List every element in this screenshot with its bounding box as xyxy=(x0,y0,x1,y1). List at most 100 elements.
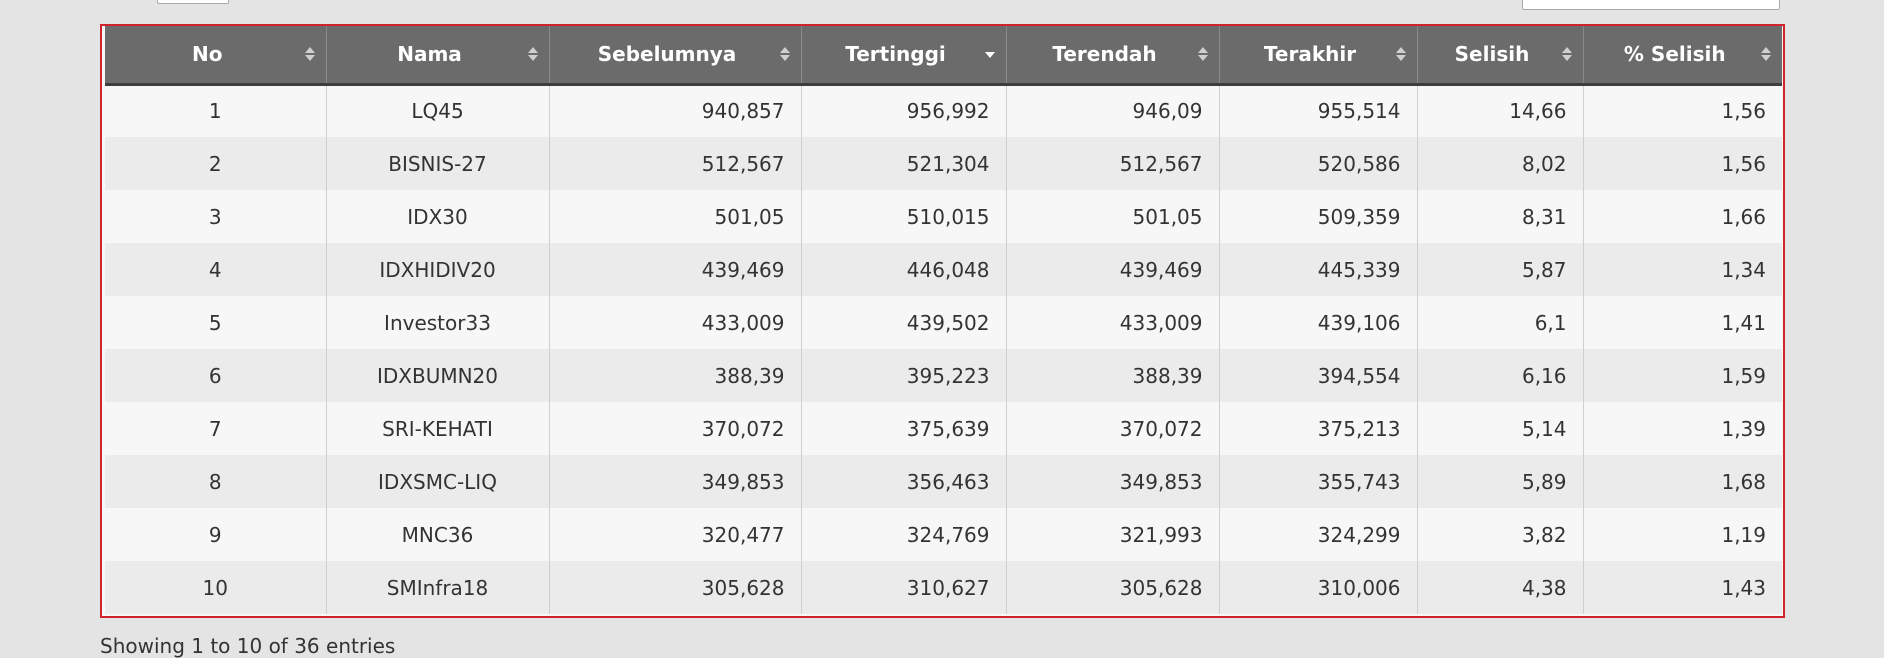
cell-nama: IDXHIDIV20 xyxy=(326,243,550,296)
cell-tertinggi: 310,627 xyxy=(801,561,1007,614)
table-row: 1 LQ45 940,857 956,992 946,09 955,514 14,66 1,5… xyxy=(105,84,1782,137)
cell-nama: LQ45 xyxy=(326,84,550,137)
cell-no: 5 xyxy=(105,296,327,349)
cell-sebelumnya: 349,853 xyxy=(549,455,802,508)
cell-tertinggi: 446,048 xyxy=(801,243,1007,296)
cell-pct-selisih: 1,43 xyxy=(1583,561,1782,614)
cell-tertinggi: 439,502 xyxy=(801,296,1007,349)
cell-tertinggi: 510,015 xyxy=(801,190,1007,243)
cell-terendah: 388,39 xyxy=(1006,349,1220,402)
cell-no: 3 xyxy=(105,190,327,243)
column-header-label: Selisih xyxy=(1454,42,1530,67)
cell-terendah: 349,853 xyxy=(1006,455,1220,508)
column-header-label: Terendah xyxy=(1052,42,1157,67)
column-header-terakhir[interactable]: Terakhir xyxy=(1219,26,1418,86)
cell-pct-selisih: 1,59 xyxy=(1583,349,1782,402)
cell-no: 1 xyxy=(105,84,327,137)
cell-selisih: 8,31 xyxy=(1417,190,1584,243)
cell-sebelumnya: 940,857 xyxy=(549,84,802,137)
cell-terendah: 321,993 xyxy=(1006,508,1220,561)
sort-both-icon xyxy=(1561,45,1573,63)
search-input[interactable] xyxy=(1522,0,1780,10)
cell-tertinggi: 324,769 xyxy=(801,508,1007,561)
cell-terakhir: 355,743 xyxy=(1219,455,1418,508)
column-header-no[interactable]: No xyxy=(105,26,327,86)
entries-length-select[interactable] xyxy=(157,0,229,4)
cell-selisih: 5,87 xyxy=(1417,243,1584,296)
cell-nama: MNC36 xyxy=(326,508,550,561)
cell-sebelumnya: 501,05 xyxy=(549,190,802,243)
cell-terendah: 501,05 xyxy=(1006,190,1220,243)
column-header-tertinggi[interactable]: Tertinggi xyxy=(801,26,1007,86)
cell-nama: Investor33 xyxy=(326,296,550,349)
cell-tertinggi: 521,304 xyxy=(801,137,1007,190)
cell-sebelumnya: 433,009 xyxy=(549,296,802,349)
table-row: 4 IDXHIDIV20 439,469 446,048 439,469 445,339 5… xyxy=(105,243,1782,296)
cell-terakhir: 955,514 xyxy=(1219,84,1418,137)
sort-both-icon xyxy=(1197,45,1209,63)
column-header-terendah[interactable]: Terendah xyxy=(1006,26,1220,86)
cell-no: 9 xyxy=(105,508,327,561)
column-header-selisih[interactable]: Selisih xyxy=(1417,26,1584,86)
cell-nama: IDXBUMN20 xyxy=(326,349,550,402)
cell-terakhir: 520,586 xyxy=(1219,137,1418,190)
cell-terakhir: 375,213 xyxy=(1219,402,1418,455)
cell-nama: SMInfra18 xyxy=(326,561,550,614)
cell-selisih: 4,38 xyxy=(1417,561,1584,614)
sort-desc-icon xyxy=(984,45,996,63)
sort-both-icon xyxy=(1760,45,1772,63)
table-row: 8 IDXSMC-LIQ 349,853 356,463 349,853 355,743 5… xyxy=(105,455,1782,508)
column-header-label: Sebelumnya xyxy=(597,42,737,67)
cell-sebelumnya: 320,477 xyxy=(549,508,802,561)
table-row: 7 SRI-KEHATI 370,072 375,639 370,072 375,213 5… xyxy=(105,402,1782,455)
table-row: 2 BISNIS-27 512,567 521,304 512,567 520,586 8,… xyxy=(105,137,1782,190)
cell-sebelumnya: 439,469 xyxy=(549,243,802,296)
cell-pct-selisih: 1,68 xyxy=(1583,455,1782,508)
column-header-pct-selisih[interactable]: % Selisih xyxy=(1583,26,1782,86)
cell-no: 2 xyxy=(105,137,327,190)
cell-sebelumnya: 305,628 xyxy=(549,561,802,614)
cell-no: 8 xyxy=(105,455,327,508)
cell-nama: BISNIS-27 xyxy=(326,137,550,190)
cell-nama: IDX30 xyxy=(326,190,550,243)
cell-no: 4 xyxy=(105,243,327,296)
table-row: 9 MNC36 320,477 324,769 321,993 324,299 3,82 1,… xyxy=(105,508,1782,561)
cell-pct-selisih: 1,56 xyxy=(1583,137,1782,190)
cell-selisih: 8,02 xyxy=(1417,137,1584,190)
cell-terakhir: 445,339 xyxy=(1219,243,1418,296)
cell-terendah: 512,567 xyxy=(1006,137,1220,190)
column-header-label: Tertinggi xyxy=(845,42,946,67)
sort-both-icon xyxy=(779,45,791,63)
cell-nama: IDXSMC-LIQ xyxy=(326,455,550,508)
cell-no: 7 xyxy=(105,402,327,455)
cell-selisih: 14,66 xyxy=(1417,84,1584,137)
cell-tertinggi: 395,223 xyxy=(801,349,1007,402)
cell-pct-selisih: 1,19 xyxy=(1583,508,1782,561)
cell-nama: SRI-KEHATI xyxy=(326,402,550,455)
cell-tertinggi: 956,992 xyxy=(801,84,1007,137)
cell-selisih: 5,89 xyxy=(1417,455,1584,508)
column-header-label: No xyxy=(192,42,223,67)
cell-pct-selisih: 1,34 xyxy=(1583,243,1782,296)
cell-terakhir: 509,359 xyxy=(1219,190,1418,243)
cell-pct-selisih: 1,39 xyxy=(1583,402,1782,455)
cell-terakhir: 324,299 xyxy=(1219,508,1418,561)
cell-sebelumnya: 370,072 xyxy=(549,402,802,455)
column-header-label: Nama xyxy=(397,42,462,67)
cell-sebelumnya: 388,39 xyxy=(549,349,802,402)
column-header-nama[interactable]: Nama xyxy=(326,26,550,86)
cell-terendah: 433,009 xyxy=(1006,296,1220,349)
cell-pct-selisih: 1,66 xyxy=(1583,190,1782,243)
cell-selisih: 6,16 xyxy=(1417,349,1584,402)
cell-selisih: 5,14 xyxy=(1417,402,1584,455)
cell-tertinggi: 375,639 xyxy=(801,402,1007,455)
cell-terakhir: 439,106 xyxy=(1219,296,1418,349)
sort-both-icon xyxy=(1395,45,1407,63)
column-header-sebelumnya[interactable]: Sebelumnya xyxy=(549,26,802,86)
cell-no: 10 xyxy=(105,561,327,614)
sort-both-icon xyxy=(527,45,539,63)
sort-both-icon xyxy=(304,45,316,63)
cell-selisih: 6,1 xyxy=(1417,296,1584,349)
cell-terendah: 305,628 xyxy=(1006,561,1220,614)
table-row: 10 SMInfra18 305,628 310,627 305,628 310,006 4… xyxy=(105,561,1782,614)
